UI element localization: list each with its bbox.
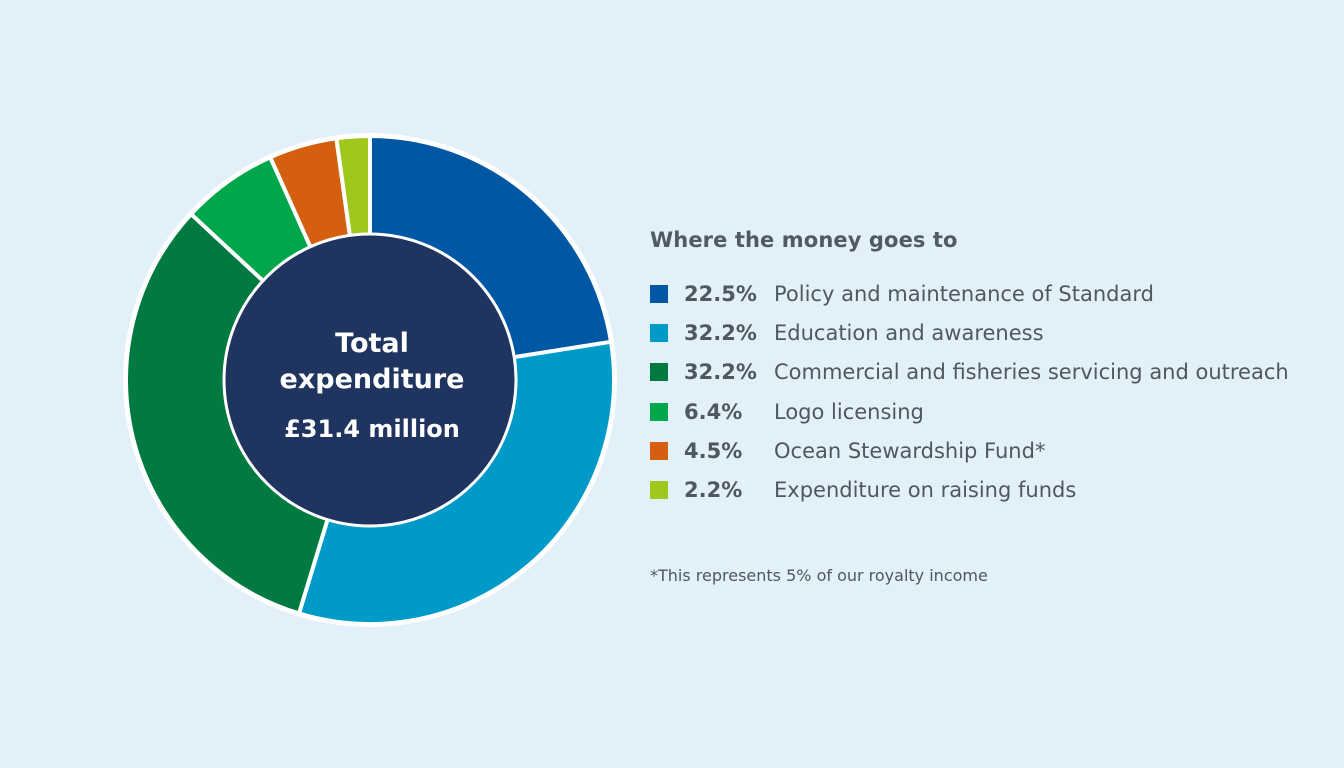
center-total-value: £31.4 million [284,415,460,443]
legend: Where the money goes to 22.5% Policy and… [650,228,1330,510]
legend-title: Where the money goes to [650,228,958,252]
legend-percent: 2.2% [684,478,743,503]
footnote: *This represents 5% of our royalty incom… [650,566,988,585]
legend-item: 2.2% Expenditure on raising funds [650,470,1330,509]
legend-label: Commercial and fisheries servicing and o… [774,360,1289,385]
legend-swatch [650,402,668,421]
legend-swatch [650,323,668,342]
legend-swatch [650,441,668,460]
legend-swatch [650,284,668,303]
legend-percent: 6.4% [684,399,743,424]
legend-item: 32.2% Commercial and fisheries servicing… [650,353,1330,392]
legend-percent: 32.2% [684,360,757,385]
legend-swatch [650,481,668,500]
legend-label: Logo licensing [774,399,924,424]
legend-item: 22.5% Policy and maintenance of Standard [650,274,1330,313]
legend-label: Policy and maintenance of Standard [774,281,1154,306]
center-line-1: Total [335,328,409,359]
legend-label: Education and awareness [774,320,1044,345]
legend-label: Ocean Stewardship Fund* [774,438,1046,463]
legend-label: Expenditure on raising funds [774,478,1077,503]
legend-percent: 4.5% [684,438,743,463]
legend-item: 4.5% Ocean Stewardship Fund* [650,431,1330,470]
legend-percent: 22.5% [684,281,757,306]
legend-item: 6.4% Logo licensing [650,392,1330,431]
legend-item: 32.2% Education and awareness [650,313,1330,352]
donut-chart: Total expenditure £31.4 million [123,133,617,627]
donut-center [222,232,518,528]
center-line-2: expenditure [280,364,465,395]
legend-swatch [650,363,668,382]
legend-percent: 32.2% [684,320,757,345]
